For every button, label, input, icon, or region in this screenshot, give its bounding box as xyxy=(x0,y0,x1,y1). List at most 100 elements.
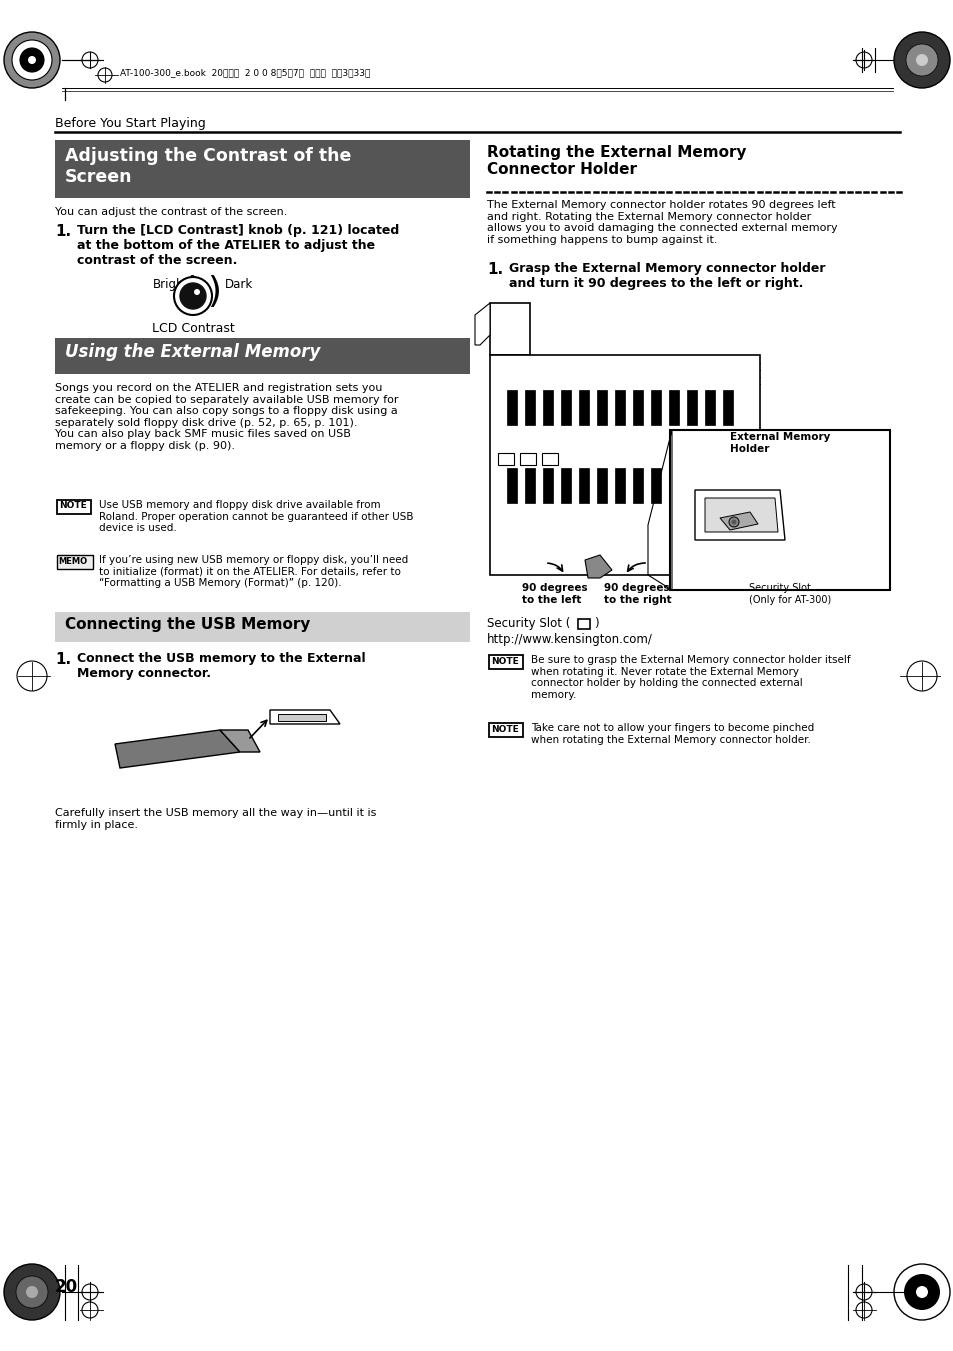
Bar xyxy=(55,141,470,199)
Bar xyxy=(55,338,470,374)
Bar xyxy=(57,555,92,569)
Polygon shape xyxy=(615,467,624,503)
Polygon shape xyxy=(578,467,588,503)
Text: AT-100-300_e.book  20ページ  2 0 0 8年5月7日  水曜日  午後3時33分: AT-100-300_e.book 20ページ 2 0 0 8年5月7日 水曜日… xyxy=(120,69,370,77)
Text: NOTE: NOTE xyxy=(491,657,518,666)
Polygon shape xyxy=(490,303,530,355)
Polygon shape xyxy=(722,390,732,426)
Bar xyxy=(489,655,522,669)
Text: ): ) xyxy=(207,276,221,309)
Text: Use USB memory and floppy disk drive available from
Roland. Proper operation can: Use USB memory and floppy disk drive ava… xyxy=(99,500,413,534)
Circle shape xyxy=(193,289,200,295)
Polygon shape xyxy=(497,453,514,465)
Polygon shape xyxy=(720,512,758,530)
Bar xyxy=(578,619,589,630)
Text: (: ( xyxy=(183,276,197,309)
Text: You can adjust the contrast of the screen.: You can adjust the contrast of the scree… xyxy=(55,207,287,218)
Text: http://www.kensington.com/: http://www.kensington.com/ xyxy=(486,634,652,646)
Polygon shape xyxy=(542,467,553,503)
Text: Adjusting the Contrast of the
Screen: Adjusting the Contrast of the Screen xyxy=(65,147,351,186)
Text: 1.: 1. xyxy=(55,224,71,239)
Circle shape xyxy=(28,55,36,63)
Text: 20: 20 xyxy=(55,1278,78,1296)
Polygon shape xyxy=(695,490,784,540)
Circle shape xyxy=(728,517,739,527)
Polygon shape xyxy=(277,713,326,721)
Circle shape xyxy=(4,32,60,88)
Polygon shape xyxy=(650,467,660,503)
Text: Songs you record on the ATELIER and registration sets you
create can be copied t: Songs you record on the ATELIER and regi… xyxy=(55,382,398,451)
Text: Rotating the External Memory
Connector Holder: Rotating the External Memory Connector H… xyxy=(486,145,745,177)
Polygon shape xyxy=(615,390,624,426)
Bar xyxy=(57,500,91,513)
Polygon shape xyxy=(633,390,642,426)
Text: Security Slot
(Only for AT-300): Security Slot (Only for AT-300) xyxy=(748,584,830,605)
Text: 90 degrees
to the right: 90 degrees to the right xyxy=(603,584,671,605)
Polygon shape xyxy=(475,303,490,345)
Circle shape xyxy=(915,1286,927,1298)
Polygon shape xyxy=(578,390,588,426)
Polygon shape xyxy=(597,467,606,503)
Circle shape xyxy=(12,41,52,80)
Polygon shape xyxy=(633,467,642,503)
Text: The External Memory connector holder rotates 90 degrees left
and right. Rotating: The External Memory connector holder rot… xyxy=(486,200,837,245)
Polygon shape xyxy=(584,555,612,578)
Polygon shape xyxy=(686,467,697,503)
Polygon shape xyxy=(506,467,517,503)
Text: Dark: Dark xyxy=(225,278,253,290)
Text: MEMO: MEMO xyxy=(58,557,87,566)
Polygon shape xyxy=(542,390,553,426)
Polygon shape xyxy=(519,453,536,465)
Text: Carefully insert the USB memory all the way in—until it is
firmly in place.: Carefully insert the USB memory all the … xyxy=(55,808,376,830)
Polygon shape xyxy=(704,499,778,532)
Circle shape xyxy=(903,1274,939,1310)
Polygon shape xyxy=(650,390,660,426)
Text: NOTE: NOTE xyxy=(491,724,518,734)
Polygon shape xyxy=(704,390,714,426)
Text: Connecting the USB Memory: Connecting the USB Memory xyxy=(65,617,310,632)
Text: Using the External Memory: Using the External Memory xyxy=(65,343,320,361)
Text: Before You Start Playing: Before You Start Playing xyxy=(55,118,206,130)
Text: Grasp the External Memory connector holder
and turn it 90 degrees to the left or: Grasp the External Memory connector hold… xyxy=(509,262,824,290)
Polygon shape xyxy=(668,467,679,503)
Polygon shape xyxy=(524,467,535,503)
Polygon shape xyxy=(560,467,571,503)
Text: 1.: 1. xyxy=(55,653,71,667)
Text: Security Slot (: Security Slot ( xyxy=(486,617,570,630)
Circle shape xyxy=(731,520,736,524)
Circle shape xyxy=(915,54,927,66)
Circle shape xyxy=(20,49,44,72)
Text: 1.: 1. xyxy=(486,262,502,277)
Polygon shape xyxy=(115,730,240,767)
Text: External Memory
Holder: External Memory Holder xyxy=(729,432,829,454)
Polygon shape xyxy=(686,390,697,426)
Text: Be sure to grasp the External Memory connector holder itself
when rotating it. N: Be sure to grasp the External Memory con… xyxy=(531,655,850,700)
Text: 90 degrees
to the left: 90 degrees to the left xyxy=(521,584,587,605)
Polygon shape xyxy=(722,467,732,503)
Text: ): ) xyxy=(594,617,598,630)
Text: If you’re using new USB memory or floppy disk, you’ll need
to initialize (format: If you’re using new USB memory or floppy… xyxy=(99,555,408,588)
Text: Bright: Bright xyxy=(152,278,189,290)
Text: Connect the USB memory to the External
Memory connector.: Connect the USB memory to the External M… xyxy=(77,653,365,680)
Bar xyxy=(669,430,889,590)
Text: NOTE: NOTE xyxy=(59,501,87,511)
Text: Take care not to allow your fingers to become pinched
when rotating the External: Take care not to allow your fingers to b… xyxy=(531,723,814,744)
Polygon shape xyxy=(560,390,571,426)
Circle shape xyxy=(173,277,212,315)
Polygon shape xyxy=(541,453,558,465)
Bar xyxy=(55,612,470,642)
Circle shape xyxy=(180,282,206,309)
Polygon shape xyxy=(506,390,517,426)
Polygon shape xyxy=(490,355,760,576)
Polygon shape xyxy=(270,711,339,724)
Circle shape xyxy=(16,1275,48,1308)
Circle shape xyxy=(4,1265,60,1320)
Bar xyxy=(489,723,522,738)
Circle shape xyxy=(893,32,949,88)
Polygon shape xyxy=(597,390,606,426)
Polygon shape xyxy=(668,390,679,426)
Polygon shape xyxy=(524,390,535,426)
Polygon shape xyxy=(704,467,714,503)
Text: LCD Contrast: LCD Contrast xyxy=(152,322,234,335)
Text: Turn the [LCD Contrast] knob (p. 121) located
at the bottom of the ATELIER to ad: Turn the [LCD Contrast] knob (p. 121) lo… xyxy=(77,224,399,267)
